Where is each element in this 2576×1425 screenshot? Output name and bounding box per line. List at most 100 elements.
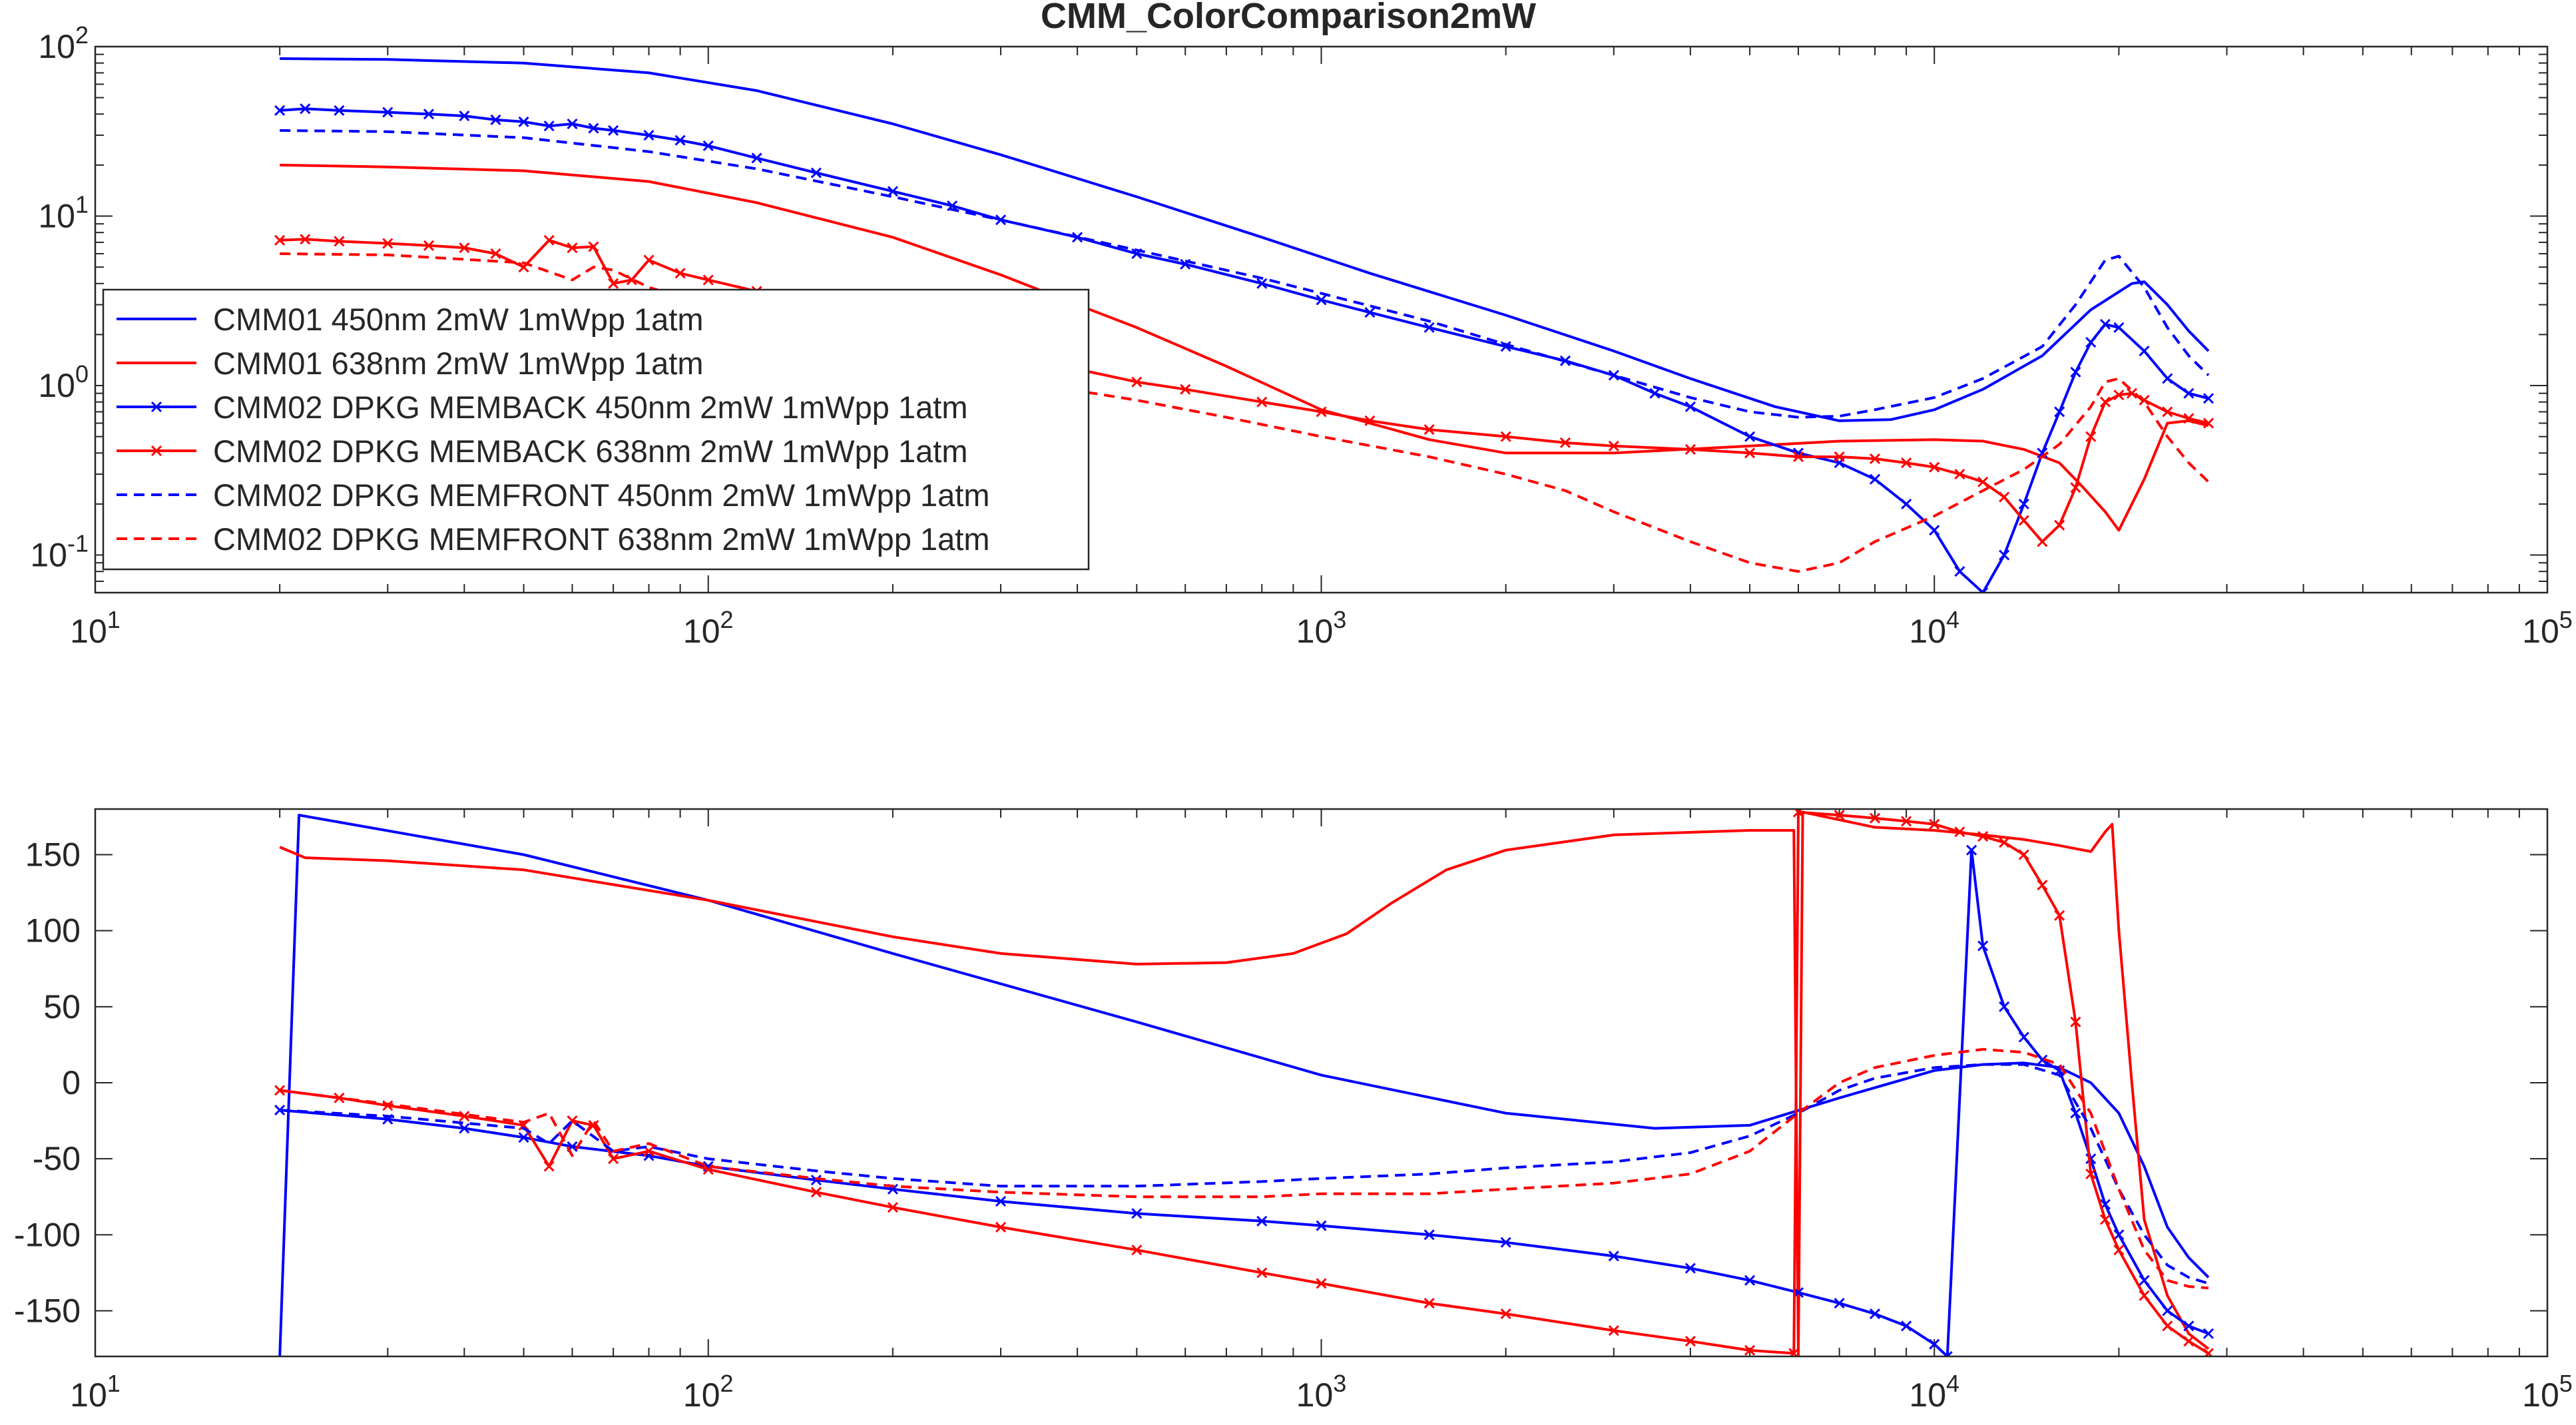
x-marker: [1999, 491, 2010, 503]
y-tick-label: 100: [25, 912, 81, 950]
x-marker: [1901, 816, 1912, 827]
y-tick-label: 100: [38, 360, 89, 404]
x-marker: [2139, 1290, 2150, 1301]
x-marker: [2085, 1168, 2097, 1180]
series-line-2: [280, 163, 2209, 532]
x-marker: [1869, 812, 1881, 824]
x-marker: [274, 105, 286, 116]
series-markers-3: [274, 103, 2214, 593]
x-marker: [1316, 406, 1327, 418]
x-marker: [1788, 1348, 1800, 1356]
plot-area: [274, 57, 2214, 593]
x-marker: [2099, 1214, 2111, 1225]
x-marker: [2162, 1320, 2173, 1332]
x-marker: [1966, 844, 1977, 856]
x-marker: [2037, 447, 2048, 459]
x-marker: [1901, 1320, 1912, 1332]
legend-label: CMM02 DPKG MEMFRONT 638nm 2mW 1mWpp 1atm: [213, 521, 990, 557]
x-marker: [300, 103, 311, 115]
x-marker: [810, 1187, 822, 1198]
x-marker: [1684, 1336, 1696, 1347]
x-marker: [1929, 461, 1940, 473]
x-marker: [2113, 390, 2125, 401]
x-marker: [2070, 482, 2081, 493]
x-marker: [2113, 1229, 2125, 1241]
x-marker: [334, 105, 345, 116]
x-marker: [995, 1221, 1007, 1233]
x-marker: [751, 152, 762, 164]
x-marker: [490, 248, 501, 260]
y-tick-label: -150: [14, 1292, 81, 1330]
x-marker: [2113, 322, 2125, 333]
legend: CMM01 450nm 2mW 1mWpp 1atm CMM01 638nm 2m…: [102, 288, 1090, 571]
x-marker: [1999, 837, 2010, 848]
x-marker: [2202, 1348, 2214, 1356]
x-marker: [810, 1175, 822, 1186]
series-line-4: [279, 810, 2210, 1355]
x-marker: [1364, 307, 1376, 318]
series-line-6: [279, 1047, 2209, 1290]
x-marker: [1977, 940, 1989, 952]
x-marker: [2202, 418, 2214, 429]
x-marker: [382, 238, 393, 249]
series-line-1: [280, 57, 2210, 422]
x-marker: [995, 1196, 1007, 1207]
x-marker: [1941, 1350, 1953, 1356]
series-markers-4: [274, 809, 2214, 1356]
x-marker: [423, 109, 435, 120]
x-marker: [1869, 453, 1881, 464]
x-marker: [2018, 1031, 2029, 1043]
x-marker: [1423, 424, 1435, 435]
x-marker: [274, 1105, 286, 1116]
series-line-3: [280, 107, 2209, 593]
x-marker: [1901, 498, 1912, 509]
x-marker: [567, 118, 578, 130]
x-marker: [1608, 370, 1619, 381]
x-marker: [2113, 1245, 2125, 1256]
x-marker: [2099, 396, 2111, 408]
x-marker: [1744, 447, 1756, 459]
x-marker: [2054, 910, 2065, 921]
series-line-1: [278, 814, 2210, 1356]
x-marker: [2085, 336, 2097, 348]
x-marker: [543, 234, 555, 246]
x-marker: [1500, 341, 1511, 352]
x-marker: [1500, 431, 1511, 442]
x-marker: [2126, 388, 2137, 399]
x-marker: [2183, 1320, 2194, 1332]
plot-area: [274, 809, 2214, 1356]
x-marker: [608, 125, 619, 137]
x-marker: [608, 1153, 619, 1165]
x-tick-label: 102: [683, 606, 734, 650]
x-marker: [1999, 1001, 2010, 1012]
x-marker: [674, 135, 686, 146]
x-marker: [1929, 1338, 1940, 1350]
x-marker: [1316, 1278, 1327, 1289]
y-tick-label: -100: [14, 1216, 81, 1253]
x-marker: [1256, 1267, 1268, 1279]
x-marker: [2037, 1054, 2048, 1065]
x-marker: [643, 130, 654, 141]
x-marker: [2085, 431, 2097, 442]
x-marker: [2162, 1305, 2173, 1316]
x-marker: [1744, 1275, 1756, 1286]
x-marker: [1423, 1298, 1435, 1309]
x-marker: [2202, 1328, 2214, 1339]
x-marker: [1869, 473, 1881, 485]
x-marker: [1256, 278, 1268, 289]
x-marker: [518, 1132, 529, 1143]
x-marker: [2099, 318, 2111, 330]
x-marker: [1929, 525, 1940, 536]
axes-box: [94, 45, 2549, 594]
x-marker: [887, 1202, 898, 1213]
x-marker: [702, 140, 714, 151]
x-marker: [423, 240, 435, 251]
x-marker: [2183, 1336, 2194, 1347]
x-marker: [1608, 1251, 1619, 1262]
x-marker: [2183, 388, 2194, 399]
legend-marker: [150, 401, 162, 413]
x-marker: [459, 242, 470, 254]
x-marker: [1608, 1325, 1619, 1336]
x-marker: [608, 278, 619, 289]
